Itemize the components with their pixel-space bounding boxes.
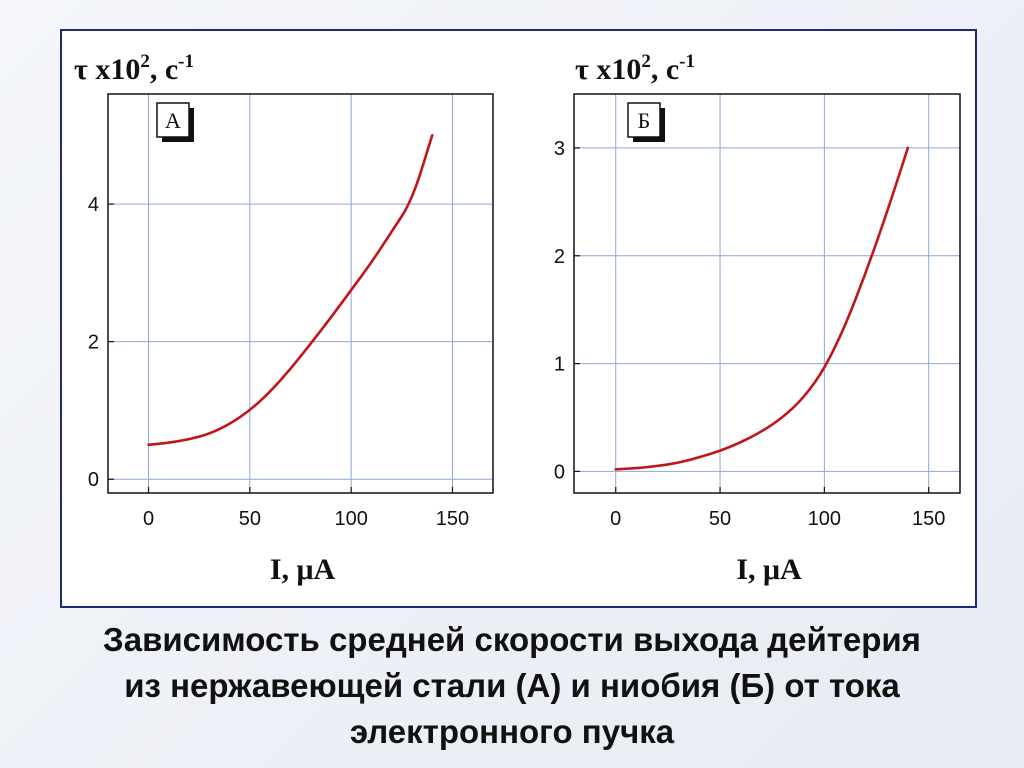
y-tick-label: 2 [554, 246, 565, 268]
panel-label-box [627, 102, 661, 138]
panel-label-box [156, 102, 190, 138]
caption-line-3: электронного пучка [349, 713, 675, 750]
x-axis-label: I, μA [270, 553, 336, 586]
y-tick-label: 0 [554, 461, 565, 483]
y-axis-label: τ x102, с-1 [575, 51, 695, 86]
caption-line-1: Зависимость средней скорости выхода дейт… [103, 621, 921, 658]
plot-frame [573, 93, 961, 494]
x-tick-label: 100 [334, 508, 367, 530]
chart-svg: 0 50 100 150 0 2 4 τ x102, с-1 I, μA А 0 50 100 150 0 1… [74, 51, 961, 586]
plot-frame [107, 93, 494, 494]
panel-label: А [165, 108, 181, 133]
y-tick-label: 0 [88, 469, 99, 491]
y-tick-label: 2 [88, 332, 99, 354]
data-line-series-0 [147, 133, 434, 447]
panel-label: Б [638, 108, 651, 133]
caption-line-2: из нержавеющей стали (А) и ниобия (Б) от… [124, 667, 900, 704]
data-line-series-0 [614, 146, 910, 471]
x-tick-label: 0 [610, 508, 621, 530]
x-tick-label: 50 [239, 508, 261, 530]
x-tick-label: 150 [912, 508, 945, 530]
x-tick-label: 100 [808, 508, 841, 530]
chart-figure: 0 50 100 150 0 2 4 τ x102, с-1 I, μA А 0 50 100 150 0 1… [60, 29, 977, 608]
x-tick-label: 0 [143, 508, 154, 530]
caption: Зависимость средней скорости выхода дейт… [0, 617, 1024, 755]
y-axis-label: τ x102, с-1 [74, 51, 194, 86]
plot-panel-b: 0 50 100 150 0 1 2 3 τ x102, с-1 I, μA Б [554, 51, 961, 586]
y-tick-label: 3 [554, 138, 565, 160]
x-tick-label: 150 [436, 508, 469, 530]
x-tick-label: 50 [709, 508, 731, 530]
plot-panel-a: 0 50 100 150 0 2 4 τ x102, с-1 I, μA А [74, 51, 494, 586]
y-tick-label: 1 [554, 354, 565, 376]
y-tick-label: 4 [88, 194, 99, 216]
x-axis-label: I, μA [736, 553, 802, 586]
